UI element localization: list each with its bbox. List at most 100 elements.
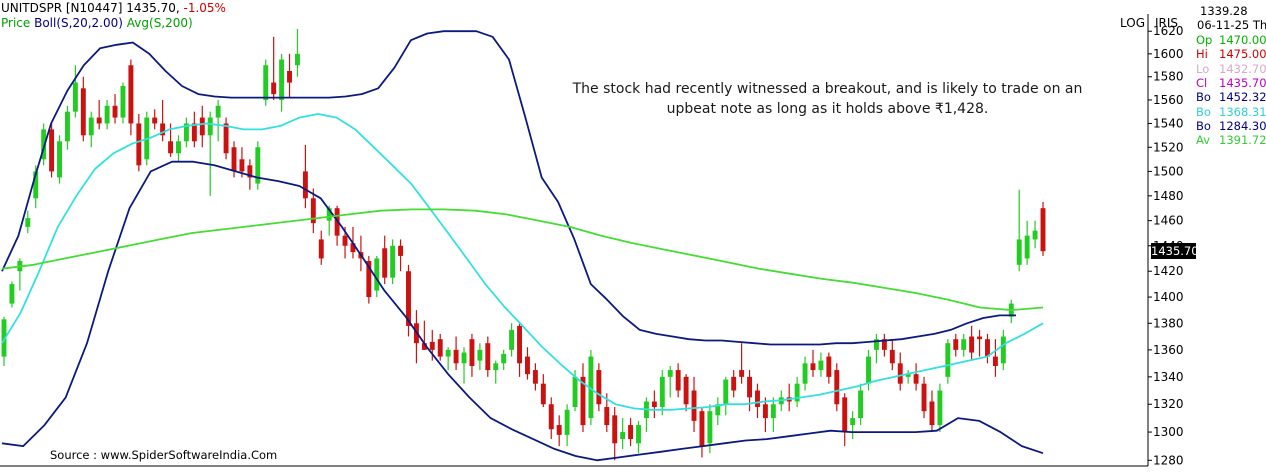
candle xyxy=(152,109,158,130)
candle-body xyxy=(556,425,562,435)
candle-body xyxy=(239,159,245,172)
candle-body xyxy=(564,409,570,435)
candle-body xyxy=(683,376,689,405)
candle-body xyxy=(604,407,610,426)
info-row-label: Av xyxy=(1196,133,1210,148)
last-value-box: 1435.70 xyxy=(1151,243,1199,259)
candle-body xyxy=(723,379,729,405)
candle-body xyxy=(842,397,848,433)
candle-body xyxy=(294,53,300,66)
candle xyxy=(747,370,753,412)
candle-body xyxy=(25,218,31,227)
candle xyxy=(88,111,94,148)
info-row-value: 1432.70 xyxy=(1219,61,1266,76)
candle-body xyxy=(49,129,55,172)
candle xyxy=(969,325,975,361)
candle xyxy=(818,352,824,377)
candle xyxy=(64,105,70,150)
candle-body xyxy=(834,370,840,405)
candle xyxy=(659,370,665,416)
candle-body xyxy=(493,363,499,371)
candle-body xyxy=(588,356,594,419)
candle-body xyxy=(152,117,158,124)
candle xyxy=(651,390,657,419)
iris-label: IRIS xyxy=(1155,16,1179,30)
candle-body xyxy=(461,352,467,364)
info-row-value: 1368.31 xyxy=(1219,104,1266,119)
candle-body xyxy=(699,411,705,447)
candle xyxy=(318,230,324,265)
candle xyxy=(9,281,15,308)
y-tick-label: 1500 xyxy=(1153,164,1184,178)
candle xyxy=(104,99,110,130)
info-row-label: Bo xyxy=(1196,118,1211,133)
candle xyxy=(223,117,229,160)
candle-body xyxy=(247,165,253,178)
candle-body xyxy=(263,65,269,100)
candle xyxy=(382,235,388,285)
candle-body xyxy=(794,383,800,402)
candle xyxy=(25,210,31,234)
candle-body xyxy=(747,376,753,398)
candle xyxy=(271,36,277,100)
candle-body xyxy=(850,418,856,426)
info-row: Lo 1432.70 xyxy=(1196,62,1266,76)
candle xyxy=(889,339,895,371)
series-line-middle xyxy=(1,113,1044,411)
info-row-label: Op xyxy=(1196,33,1213,47)
candle-body xyxy=(739,370,745,377)
candle xyxy=(636,420,641,454)
candle-body xyxy=(1000,336,1006,364)
symbol-label: UNITDSPR [N10447] xyxy=(1,1,123,15)
candle xyxy=(445,347,451,371)
candle-body xyxy=(120,85,126,118)
candle xyxy=(794,376,800,408)
candle-body xyxy=(421,343,427,350)
info-row: Bo 1368.31 xyxy=(1196,105,1266,119)
candle xyxy=(620,418,626,449)
candle xyxy=(183,117,189,148)
candle-body xyxy=(707,411,713,444)
candle xyxy=(263,59,269,106)
candle-body xyxy=(897,363,903,384)
candle xyxy=(469,333,475,377)
candle xyxy=(675,363,681,398)
annotation-text: The stock had recently witnessed a break… xyxy=(560,79,1095,119)
info-row-label: Bo xyxy=(1196,104,1211,119)
candle xyxy=(961,333,967,357)
candle-body xyxy=(302,171,308,199)
candle-body xyxy=(913,374,919,384)
candle-body xyxy=(532,370,538,384)
candle-body xyxy=(445,349,451,357)
candle-body xyxy=(1,319,7,357)
candle xyxy=(691,376,697,433)
candle-body xyxy=(889,349,895,364)
candle xyxy=(826,352,832,384)
candle xyxy=(739,343,745,384)
candle-body xyxy=(501,353,507,364)
source-label: Source : www.SpiderSoftwareIndia.Com xyxy=(50,448,278,462)
price-legend: Price xyxy=(1,16,31,30)
y-tick-label: 1420 xyxy=(1153,264,1184,278)
candle xyxy=(255,141,261,190)
candle xyxy=(929,390,935,433)
candle xyxy=(287,53,292,98)
candle xyxy=(128,59,134,136)
y-tick-label: 1280 xyxy=(1153,453,1184,467)
candle xyxy=(810,349,816,377)
y-tick-label: 1600 xyxy=(1153,47,1184,61)
candle xyxy=(596,363,602,412)
candle-body xyxy=(937,390,943,426)
candle xyxy=(588,349,594,426)
candle-body xyxy=(945,343,951,377)
candle-body xyxy=(517,325,522,364)
candle xyxy=(556,415,562,447)
candle xyxy=(699,407,705,458)
candle xyxy=(945,339,951,384)
candle xyxy=(786,383,792,412)
candle-body xyxy=(406,271,411,326)
candle-body xyxy=(279,59,285,100)
info-row-value: 1452.32 xyxy=(1219,90,1266,105)
candle xyxy=(176,135,181,162)
